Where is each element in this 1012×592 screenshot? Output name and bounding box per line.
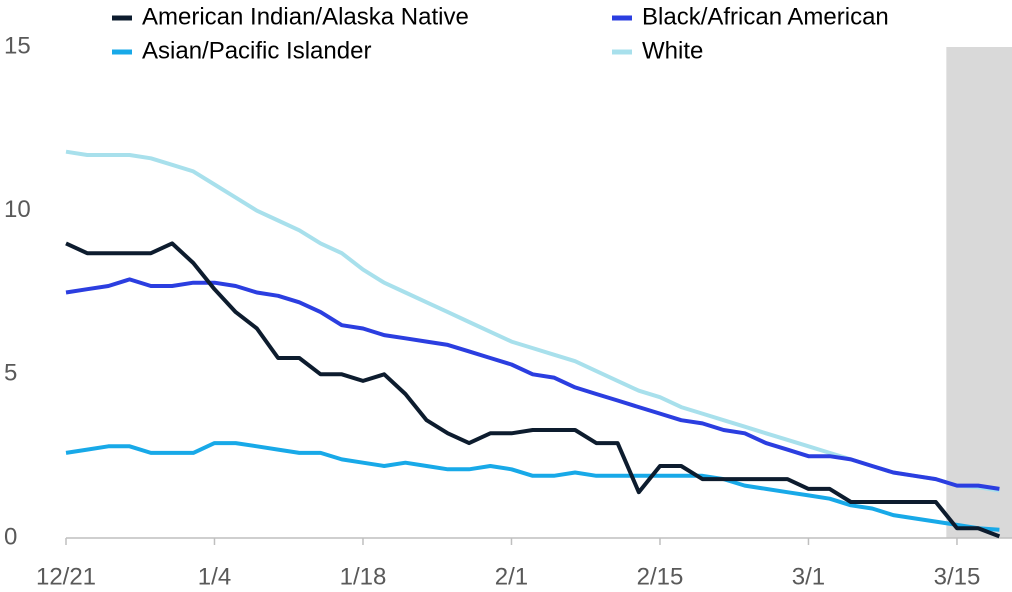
legend-label: Black/African American [642, 3, 889, 30]
y-tick-label: 10 [4, 196, 31, 223]
x-tick-label: 2/1 [495, 563, 528, 590]
line-series [65, 149, 1000, 493]
x-tick-label: 12/21 [36, 563, 96, 590]
x-tick-label: 2/15 [637, 563, 684, 590]
x-tick-label: 3/1 [792, 563, 825, 590]
x-tick-label: 1/4 [198, 563, 231, 590]
y-tick-label: 15 [4, 32, 31, 59]
x-tick-label: 1/18 [340, 563, 387, 590]
y-tick-label: 5 [4, 360, 17, 387]
shaded-region [946, 47, 1012, 538]
y-tick-label: 0 [4, 523, 17, 550]
line-series [65, 441, 1000, 532]
line-series [65, 277, 1000, 491]
legend-label: American Indian/Alaska Native [142, 3, 469, 30]
legend-label: Asian/Pacific Islander [142, 37, 371, 64]
line-series [65, 241, 1001, 539]
x-tick-label: 3/15 [934, 563, 981, 590]
legend-label: White [642, 37, 703, 64]
